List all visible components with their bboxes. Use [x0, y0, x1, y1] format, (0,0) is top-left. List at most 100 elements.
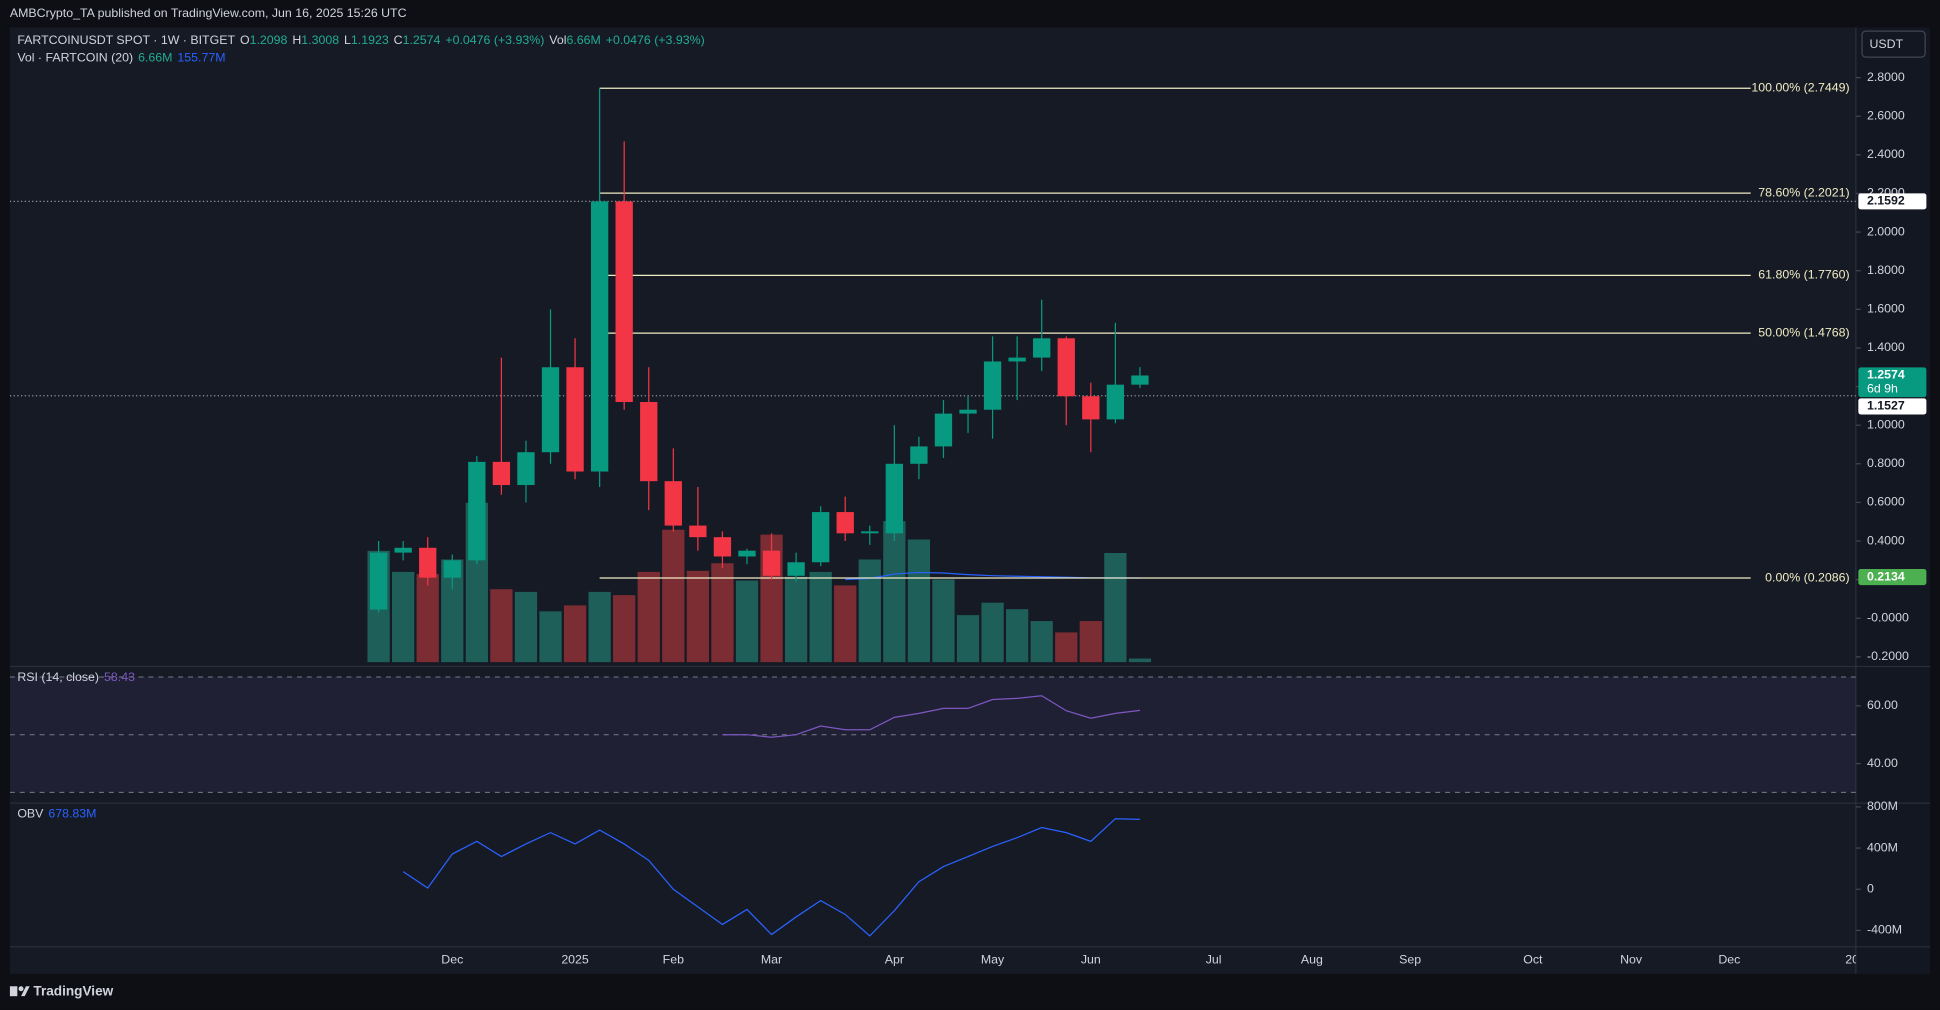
fib-label: 50.00% (1.4768) — [1758, 325, 1849, 339]
volume-bar — [392, 571, 415, 663]
change: +0.0476 (+3.93%) — [445, 33, 544, 47]
y-tick-label: 1.0000 — [1867, 417, 1905, 431]
price-tag-label: 1.2574 — [1867, 368, 1905, 382]
published-line: AMBCrypto_TA published on TradingView.co… — [10, 6, 407, 20]
currency-box[interactable] — [1861, 30, 1926, 58]
volume-bar — [834, 585, 857, 663]
candle-body — [812, 512, 830, 563]
brand: TradingView — [33, 983, 113, 998]
fib-label: 61.80% (1.7760) — [1758, 268, 1849, 282]
indicator-value: 678.83M — [48, 807, 96, 821]
x-tick-label: Sep — [1399, 953, 1421, 967]
y-tick-label: -400M — [1867, 923, 1902, 937]
candle-body — [615, 201, 633, 403]
volume-bar — [539, 611, 562, 663]
candle-body — [787, 562, 805, 576]
x-tick-label: Oct — [1523, 953, 1543, 967]
indicator-title: RSI (14, close) — [17, 670, 99, 684]
x-tick-label: Apr — [885, 953, 904, 967]
ohlc-key: H — [292, 33, 301, 47]
vol-value: 6.66M — [566, 33, 600, 47]
volume-bar — [1006, 609, 1029, 663]
vol-change: +0.0476 (+3.93%) — [606, 33, 705, 47]
candle-body — [959, 409, 977, 414]
y-tick-label: -0.0000 — [1867, 611, 1909, 625]
indicator-title: OBV — [17, 807, 44, 821]
x-tick-label: Mar — [761, 953, 782, 967]
ohlc-key: L — [344, 33, 351, 47]
volume-bar — [858, 559, 881, 663]
price-tag — [1858, 569, 1927, 586]
candle-body — [861, 531, 879, 534]
indicator-value: 58.43 — [104, 670, 135, 684]
x-tick-label: Nov — [1620, 953, 1643, 967]
candle-body — [664, 481, 682, 526]
vol-key: Vol — [549, 33, 566, 47]
y-tick-label: 1.6000 — [1867, 302, 1905, 316]
y-tick-label: 400M — [1867, 840, 1898, 854]
y-tick-label: 0 — [1867, 882, 1874, 896]
fib-label: 100.00% (2.7449) — [1751, 81, 1849, 95]
x-tick-label: May — [981, 953, 1005, 967]
candle-body — [738, 550, 756, 557]
volume-bar — [809, 571, 832, 663]
ohlc-key: C — [394, 33, 403, 47]
candle-body — [1008, 357, 1026, 362]
candle-body — [885, 463, 904, 534]
volume-bar — [563, 605, 587, 663]
x-tick-label: Jun — [1081, 953, 1101, 967]
indicator-value: 6.66M — [138, 51, 172, 65]
volume-layer — [367, 502, 1152, 663]
currency[interactable]: USDT — [1869, 37, 1903, 51]
y-tick-label: 60.00 — [1867, 698, 1898, 712]
candle-body — [934, 413, 953, 447]
candle-body — [517, 452, 535, 486]
axis-layer: 2.80002.60002.40002.20002.00001.80001.60… — [1855, 70, 1927, 937]
volume-bar — [1079, 621, 1102, 663]
price-tag — [1858, 398, 1927, 415]
y-tick-label: 2.0000 — [1867, 224, 1905, 238]
volume-bar — [613, 595, 636, 663]
candle-body — [369, 552, 388, 610]
indicator-legend: OBV 678.83M — [17, 807, 96, 821]
time-axis: Dec 2025 Feb Mar Apr May Jun Jul Aug Sep Oct Nov Dec… — [441, 953, 1859, 967]
y-tick-label: 0.8000 — [1867, 456, 1905, 470]
y-tick-label: 800M — [1867, 799, 1898, 813]
indicator-line — [402, 818, 1140, 937]
volume-bar — [1128, 658, 1152, 663]
ohlc-key: O — [240, 33, 250, 47]
plot-area — [9, 27, 1856, 974]
volume-bar — [735, 580, 759, 663]
candle-body — [566, 367, 584, 472]
volume-bar — [1030, 621, 1053, 663]
candle-body — [590, 201, 609, 472]
y-tick-label: 2.6000 — [1867, 109, 1905, 123]
countdown: 6d 9h — [1867, 381, 1898, 395]
fib-label: 78.60% (2.2021) — [1758, 185, 1849, 199]
volume-bar — [883, 521, 906, 663]
x-tick-label: Aug — [1301, 953, 1323, 967]
volume-bar — [416, 574, 439, 663]
candle-body — [394, 547, 412, 553]
y-tick-label: 1.8000 — [1867, 263, 1905, 277]
candle-body — [1082, 396, 1100, 420]
x-tick-label: Dec — [441, 953, 463, 967]
volume-bar — [662, 529, 685, 663]
x-tick-label: Feb — [663, 953, 684, 967]
price-tag-label: 0.2134 — [1867, 569, 1905, 583]
x-tick-label: 20 — [1845, 953, 1859, 967]
y-tick-label: 2.8000 — [1867, 70, 1905, 84]
volume-bar — [784, 576, 808, 663]
volume-bar — [956, 615, 980, 663]
candle-body — [419, 547, 437, 578]
candle-body — [1106, 384, 1125, 420]
volume-bar — [711, 563, 734, 663]
candle-body — [468, 461, 486, 561]
price-tag-label: 2.1592 — [1867, 194, 1905, 208]
indicator-legend: RSI (14, close) 58.43 — [17, 670, 135, 684]
tradingview-logo — [9, 986, 30, 997]
volume-bar — [490, 589, 513, 663]
price-tag — [1858, 193, 1927, 210]
y-tick-label: 40.00 — [1867, 756, 1898, 770]
